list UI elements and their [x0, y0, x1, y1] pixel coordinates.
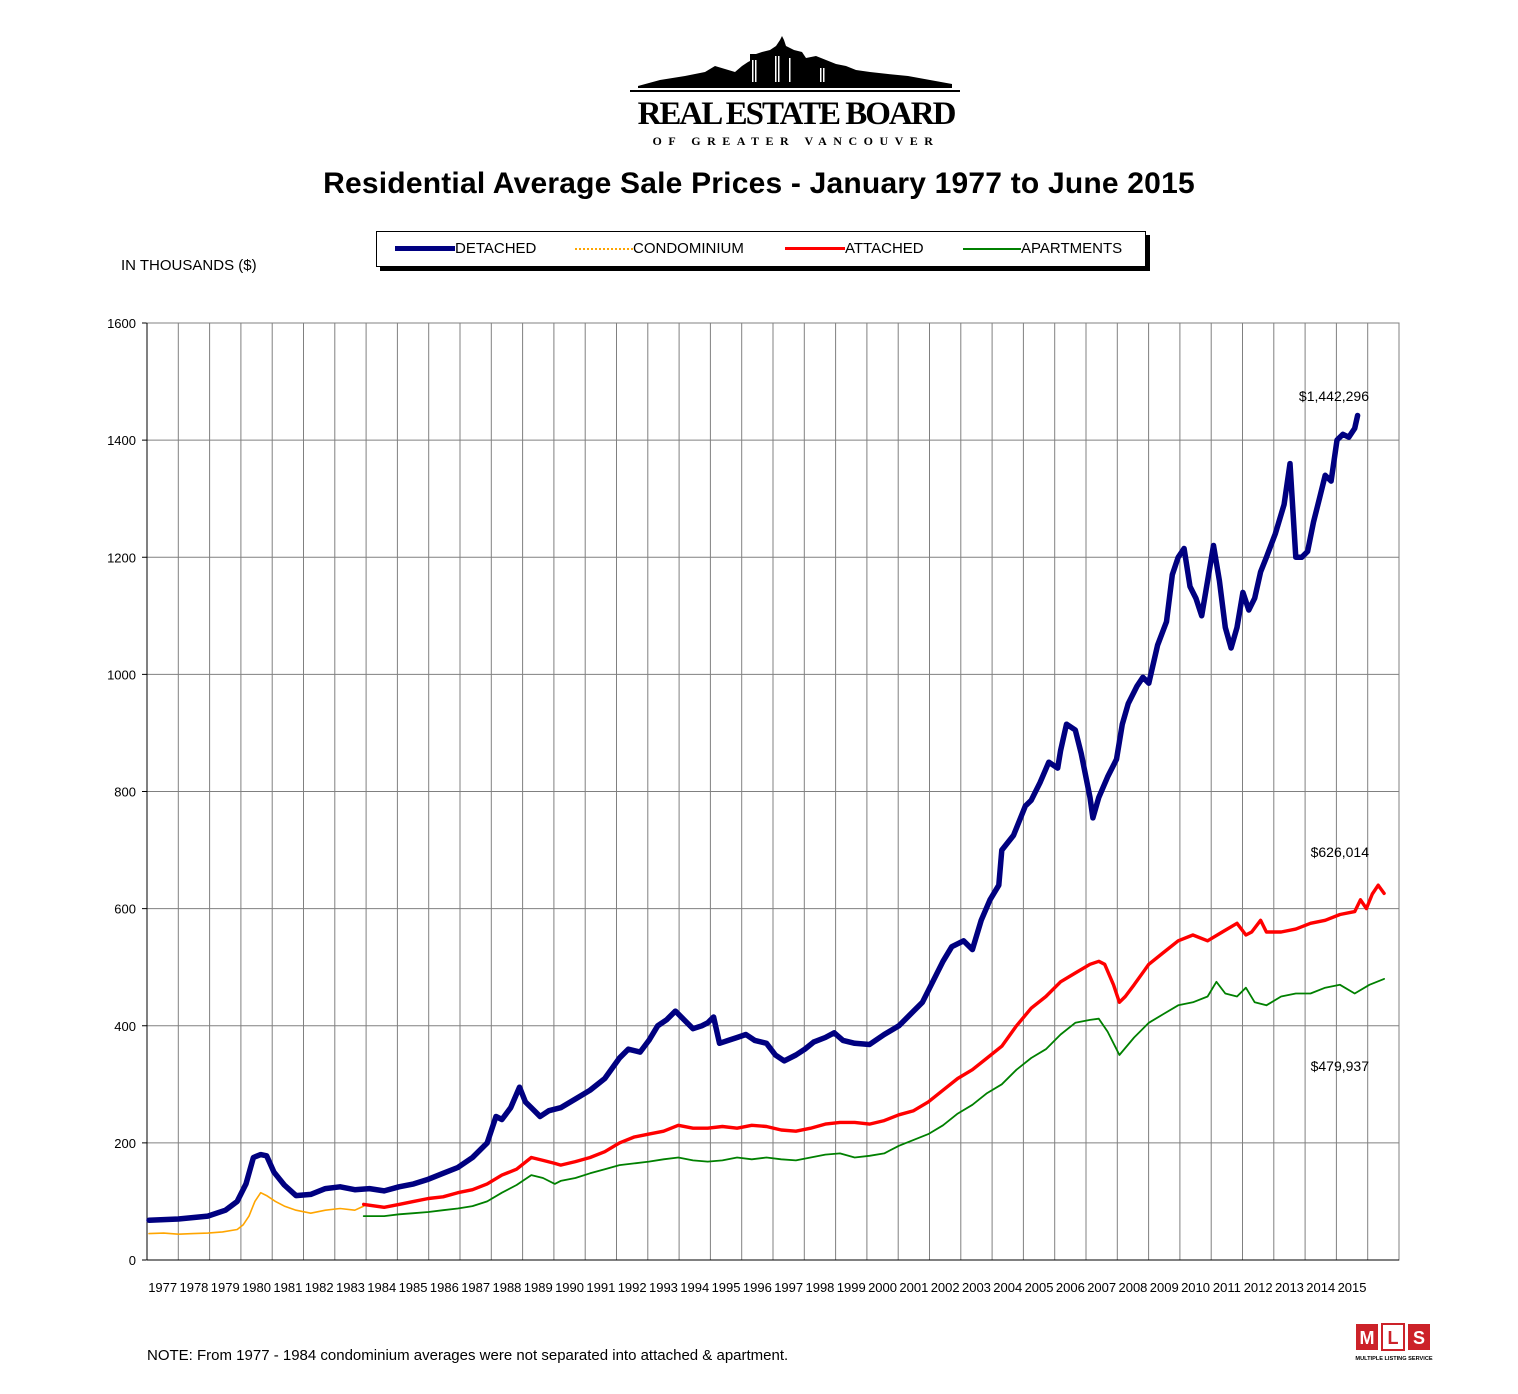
mls-letter-l: L: [1388, 1328, 1399, 1348]
mls-letter-boxes: [1356, 1323, 1430, 1351]
y-tick-label: 600: [114, 902, 136, 917]
value-annotations: $1,442,296 $626,014 $479,937: [1299, 388, 1369, 1074]
footnote: NOTE: From 1977 - 1984 condominium avera…: [147, 1347, 789, 1364]
x-tick-label: 1998: [805, 1280, 834, 1295]
chart-legend: DETACHED CONDOMINIUM ATTACHED APARTMENTS: [376, 231, 1146, 267]
legend-swatch-attached: [785, 247, 845, 250]
x-tick-label: 1996: [743, 1280, 772, 1295]
logo-wordmark: REAL ESTATE BOARD: [637, 96, 957, 132]
legend-label-condominium: CONDOMINIUM: [633, 240, 744, 257]
x-tick-label: 1982: [305, 1280, 334, 1295]
x-tick-label: 2007: [1087, 1280, 1116, 1295]
tick-labels: 0 200 400 600 800 1000 1200 1400 1600 1977 1978 197…: [107, 316, 1366, 1295]
legend-label-apartments: APARTMENTS: [1021, 240, 1123, 257]
y-tick-label: 800: [114, 785, 136, 800]
y-tick-label: 1600: [107, 316, 136, 331]
series-line-attached: [362, 883, 1386, 1209]
x-tick-label: 1980: [242, 1280, 271, 1295]
x-tick-label: 2013: [1275, 1280, 1304, 1295]
x-tick-label: 1995: [712, 1280, 741, 1295]
y-axis-unit-label: IN THOUSANDS ($): [121, 257, 257, 274]
x-tick-label: 1987: [461, 1280, 490, 1295]
grid-lines: [147, 322, 1399, 1261]
y-tick-label: 200: [114, 1136, 136, 1151]
annotation-apartments: $479,937: [1311, 1058, 1370, 1074]
mls-letter-s: S: [1413, 1328, 1425, 1348]
x-tick-label: 1984: [367, 1280, 396, 1295]
x-tick-label: 1993: [649, 1280, 678, 1295]
y-tick-label: 0: [129, 1253, 136, 1268]
annotation-detached: $1,442,296: [1299, 388, 1369, 404]
legend-swatch-condominium: [575, 248, 633, 250]
y-tick-label: 400: [114, 1019, 136, 1034]
x-tick-label: 1978: [179, 1280, 208, 1295]
x-tick-label: 2006: [1056, 1280, 1085, 1295]
axes: [142, 322, 1400, 1261]
x-tick-label: 2011: [1213, 1280, 1241, 1295]
x-tick-label: 1990: [555, 1280, 584, 1295]
series-line-detached: [146, 412, 1361, 1223]
x-tick-label: 1986: [430, 1280, 459, 1295]
y-tick-label: 1000: [107, 667, 136, 682]
series-line-apartments: [362, 978, 1385, 1217]
x-tick-label: 1989: [524, 1280, 553, 1295]
legend-swatch-detached: [395, 246, 455, 251]
x-tick-label: 1994: [680, 1280, 709, 1295]
series-lines: [146, 412, 1386, 1235]
x-tick-label: 1985: [399, 1280, 428, 1295]
x-tick-label: 2001: [899, 1280, 928, 1295]
x-tick-label: 2012: [1244, 1280, 1273, 1295]
x-tick-label: 2008: [1118, 1280, 1147, 1295]
x-tick-label: 2003: [962, 1280, 991, 1295]
series-line-condominium: [148, 1191, 365, 1235]
y-tick-label: 1200: [107, 550, 136, 565]
x-tick-label: 1997: [774, 1280, 803, 1295]
x-tick-label: 1999: [837, 1280, 866, 1295]
legend-label-attached: ATTACHED: [845, 240, 924, 257]
logo-subtitle: OF GREATER VANCOUVER: [652, 134, 940, 148]
x-tick-label: 2005: [1025, 1280, 1054, 1295]
x-tick-label: 2002: [931, 1280, 960, 1295]
x-tick-label: 1992: [618, 1280, 647, 1295]
x-tick-label: 2000: [868, 1280, 897, 1295]
x-tick-label: 2009: [1150, 1280, 1179, 1295]
x-tick-label: 1977: [148, 1280, 177, 1295]
y-tick-label: 1400: [107, 433, 136, 448]
mls-logo: M L S MULTIPLE LISTING SERVICE: [1355, 1323, 1433, 1362]
mls-letter-m: M: [1360, 1328, 1375, 1348]
reb-skyline-logo: [630, 36, 960, 92]
legend-swatch-apartments: [963, 248, 1021, 250]
x-tick-label: 1981: [273, 1280, 302, 1295]
mls-caption: MULTIPLE LISTING SERVICE: [1355, 1356, 1432, 1362]
legend-label-detached: DETACHED: [455, 240, 537, 257]
x-tick-label: 2004: [993, 1280, 1022, 1295]
x-tick-label: 1988: [492, 1280, 521, 1295]
x-tick-label: 1979: [211, 1280, 240, 1295]
annotation-attached: $626,014: [1311, 844, 1370, 860]
x-tick-label: 2014: [1306, 1280, 1335, 1295]
chart-title: Residential Average Sale Prices - Januar…: [323, 167, 1195, 200]
x-tick-label: 2015: [1338, 1280, 1367, 1295]
x-tick-label: 2010: [1181, 1280, 1210, 1295]
x-tick-label: 1983: [336, 1280, 365, 1295]
x-tick-label: 1991: [586, 1280, 615, 1295]
